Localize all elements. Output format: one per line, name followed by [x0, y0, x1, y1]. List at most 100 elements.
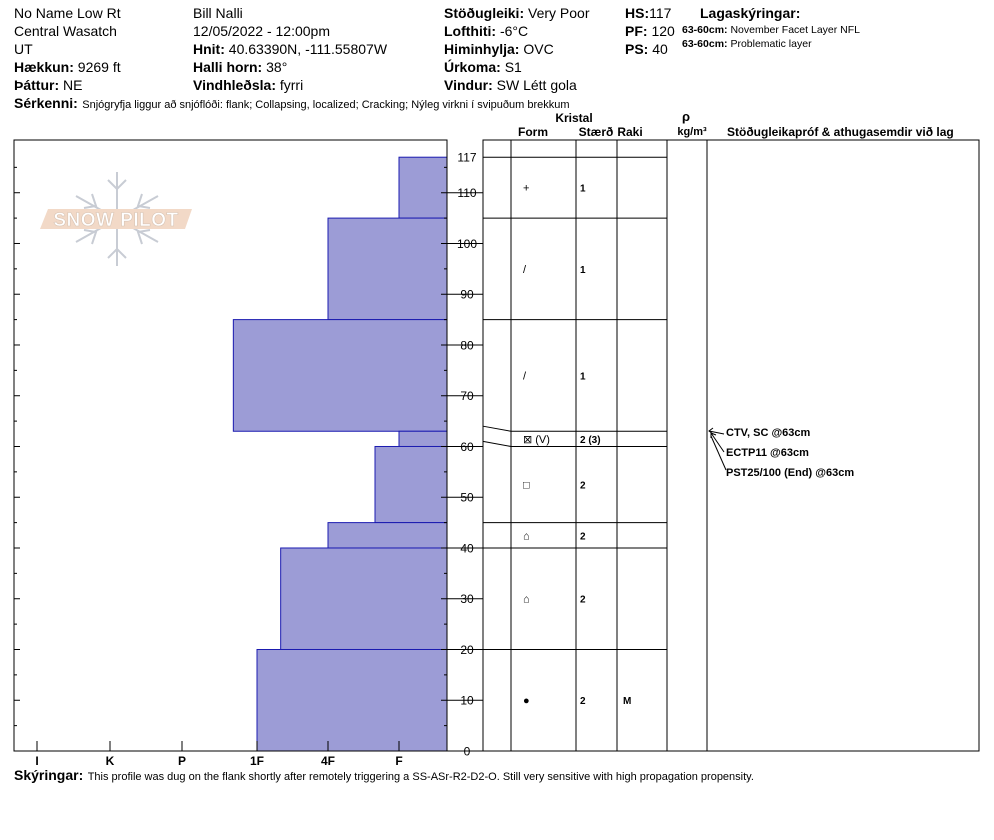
sky-cover: Himinhylja: OVC [444, 42, 554, 56]
hardness-bar [398, 430, 448, 447]
sky-label: Himinhylja: [444, 41, 520, 57]
layer-form-symbol: ⌂ [523, 530, 530, 542]
elevation-value: 9269 ft [77, 59, 121, 75]
layer-form-symbol: ● [523, 695, 530, 707]
comments: Skýringar: This profile was dug on the f… [14, 768, 754, 784]
depth-tick-label: 20 [460, 643, 474, 657]
depth-tick-label: 40 [460, 541, 474, 555]
layer-table-frame [482, 139, 980, 752]
layer-boundary-connector [482, 425, 512, 432]
comments-label: Skýringar: [14, 767, 84, 783]
coordinates: Hnit: 40.63390N, -111.55807W [193, 42, 387, 56]
aspect-label: Þáttur: [14, 77, 60, 93]
depth-tick-label: 110 [457, 186, 476, 200]
layer-legend-text: Problematic layer [730, 38, 812, 50]
hardness-tick-label: I [35, 754, 38, 768]
layer-form-symbol: / [523, 264, 527, 276]
elevation: Hækkun: 9269 ft [14, 60, 121, 74]
hardness-chart-frame [13, 139, 448, 752]
coordinates-label: Hnit: [193, 41, 225, 57]
ps-value: 40 [652, 41, 668, 57]
test-arrow [710, 435, 727, 471]
depth-tick-label: 70 [460, 389, 474, 403]
wind: Vindur: SW Létt gola [444, 78, 577, 92]
depth-tick-label: 30 [460, 592, 474, 606]
test-result: ECTP11 @63cm [726, 447, 809, 459]
test-result: CTV, SC @63cm [726, 427, 811, 439]
stability-value: Very Poor [528, 5, 590, 21]
precip-label: Úrkoma: [444, 59, 501, 75]
layer-size: 2 [580, 696, 586, 707]
depth-tick-label: 10 [460, 694, 474, 708]
size-header: Stærð [579, 125, 614, 139]
snow-height: HS:117 [625, 6, 671, 20]
moisture-header: Raki [617, 125, 642, 139]
layer-size: 2 [580, 595, 586, 606]
depth-tick-label: 0 [464, 745, 471, 759]
stability-tests [708, 427, 727, 471]
hardness-bar [280, 547, 448, 650]
stability: Stöðugleiki: Very Poor [444, 6, 590, 20]
crystal-header: Kristal [555, 111, 592, 125]
aspect-value: NE [63, 77, 83, 93]
hardness-tick-label: K [106, 754, 115, 768]
layer-legend-depth: 63-60cm: [682, 38, 728, 50]
slope-value: 38° [266, 59, 288, 75]
test-arrow [708, 430, 725, 435]
depth-tick-label: 60 [460, 440, 474, 454]
hardness-bar [327, 217, 448, 321]
precip-value: S1 [504, 59, 522, 75]
slope-angle: Halli horn: 38° [193, 60, 287, 74]
layer-form-symbol: / [523, 370, 527, 382]
test-arrow [710, 432, 725, 453]
hardness-tick-label: F [395, 754, 402, 768]
logo-text: SNOW PILOT [53, 210, 178, 231]
observation-datetime: 12/05/2022 - 12:00pm [193, 23, 330, 39]
aspect: Þáttur: NE [14, 78, 82, 92]
site-name: No Name Low Rt [14, 5, 121, 21]
wind-label: Vindur: [444, 77, 493, 93]
hardness-bar [398, 156, 448, 219]
hardness-bar [327, 522, 448, 549]
hardness-tick-label: P [178, 754, 186, 768]
comments-value: This profile was dug on the flank shortl… [87, 771, 754, 783]
logo-banner [40, 209, 192, 229]
test-result: PST25/100 (End) @63cm [726, 467, 854, 479]
depth-tick-label: 90 [460, 288, 474, 302]
layer-size: 1 [580, 371, 586, 382]
wind-value: SW Létt gola [496, 77, 577, 93]
hs-value: 117 [649, 5, 672, 21]
layer-form-symbol: ⌂ [523, 594, 530, 606]
wind-loading: Vindhleðsla: fyrri [193, 78, 303, 92]
layer-boundary-connector [482, 440, 512, 447]
hardness-bar [256, 648, 448, 752]
site-features: Sérkenni: Snjógryfja liggur að snjóflóði… [14, 96, 570, 112]
hardness-bar [232, 319, 448, 432]
density-unit: kg/m³ [677, 126, 707, 138]
pf-label: PF: [625, 23, 648, 39]
wind-loading-label: Vindhleðsla: [193, 77, 276, 93]
form-header: Form [518, 125, 548, 139]
hs-label: HS: [625, 5, 650, 21]
layer-size: 1 [580, 184, 586, 195]
layer-legend-text: November Facet Layer NFL [730, 24, 861, 36]
features-value: Snjógryfja liggur að snjóflóði: flank; C… [82, 99, 570, 111]
pf-value: 120 [651, 23, 675, 39]
stability-label: Stöðugleiki: [444, 5, 525, 21]
coordinates-value: 40.63390N, -111.55807W [228, 41, 388, 57]
layer-form-symbol: ⊠ (V) [523, 434, 550, 446]
layer-legend-depth: 63-60cm: [682, 24, 728, 36]
layer-moisture: M [623, 696, 631, 707]
layer-size: 2 [580, 531, 586, 542]
layer-form-symbol: □ [523, 480, 530, 492]
observer-name: Bill Nalli [193, 5, 243, 21]
ps-label: PS: [625, 41, 649, 57]
pit-floor: PF: 120 [625, 24, 675, 38]
hardness-bar [374, 445, 448, 524]
layer-size: 2 (3) [580, 435, 601, 446]
tests-header: Stöðugleikapróf & athugasemdir við lag [727, 125, 954, 139]
air-temp-label: Lofthiti: [444, 23, 497, 39]
pit-shear: PS: 40 [625, 42, 668, 56]
layer-size: 2 [580, 481, 586, 492]
depth-tick-label: 80 [460, 338, 474, 352]
